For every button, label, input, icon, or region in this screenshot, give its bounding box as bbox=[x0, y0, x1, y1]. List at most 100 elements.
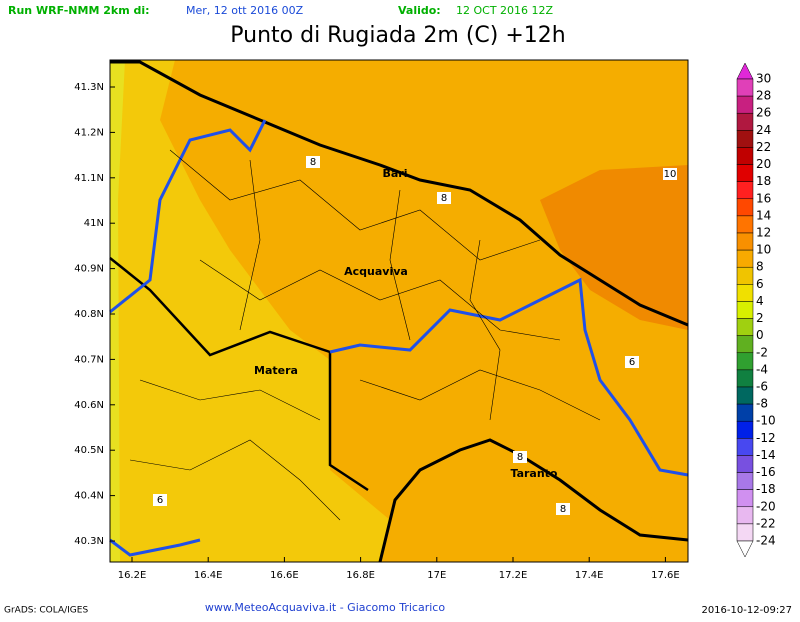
contour-label-bg bbox=[625, 356, 639, 368]
region-border bbox=[109, 257, 369, 492]
colorbar-box bbox=[736, 335, 754, 354]
lat-label: 40.9N bbox=[74, 264, 104, 275]
lat-label: 40.6N bbox=[74, 400, 104, 411]
footer-left: GrADS: COLA/IGES bbox=[4, 606, 88, 616]
colorbar-label: -6 bbox=[756, 380, 768, 394]
contour-label-bg bbox=[556, 503, 570, 515]
sea-gulf bbox=[380, 440, 688, 562]
colorbar-label: 14 bbox=[756, 208, 771, 222]
labels: 41.3N 41.2N 41.1N 41N 40.9N 40.8N 40.7N 40.6N 40… bbox=[74, 82, 679, 581]
lat-label: 41.3N bbox=[74, 82, 104, 93]
colorbar-label: -10 bbox=[756, 414, 776, 428]
lon-label: 17.6E bbox=[651, 570, 680, 581]
municipal-borders bbox=[129, 149, 601, 521]
colorbar-box bbox=[736, 301, 754, 319]
colorbar-label: 6 bbox=[756, 277, 764, 291]
colorbar-label: -20 bbox=[756, 499, 776, 513]
colorbar-box bbox=[736, 249, 754, 268]
colorbar-label: 24 bbox=[756, 123, 771, 137]
colorbar-label: -4 bbox=[756, 362, 768, 376]
colorbar-box bbox=[736, 489, 754, 508]
colorbar-box bbox=[736, 284, 754, 302]
contour-label-bg bbox=[153, 494, 167, 506]
footer-center: www.MeteoAcquaviva.it - Giacomo Tricaric… bbox=[205, 601, 445, 614]
contour-label-bg bbox=[663, 168, 677, 180]
contour-label-bg bbox=[306, 156, 320, 168]
lon-label: 16.4E bbox=[194, 570, 223, 581]
colorbar-box bbox=[736, 523, 754, 542]
colorbar-bottom bbox=[736, 540, 754, 558]
colorbar-box bbox=[736, 352, 754, 371]
contour-label: 8 bbox=[560, 504, 566, 515]
contour-label: 10 bbox=[664, 169, 677, 180]
colorbar-top bbox=[736, 62, 754, 80]
colorbar-box bbox=[736, 232, 754, 251]
colorbar-label: -18 bbox=[756, 482, 776, 496]
colorbar-label: -8 bbox=[756, 397, 768, 411]
field-darkorange bbox=[540, 165, 688, 330]
place-label: Bari bbox=[382, 167, 407, 180]
colorbar-label: -24 bbox=[756, 534, 776, 548]
colorbar-box bbox=[736, 403, 754, 422]
colorbar-box bbox=[736, 318, 754, 336]
colorbar-box bbox=[736, 369, 754, 388]
colorbar-box bbox=[736, 438, 754, 456]
lon-label: 16.6E bbox=[270, 570, 299, 581]
footer-right: 2016-10-12-09:27 bbox=[701, 605, 792, 616]
colorbar-box bbox=[736, 164, 754, 182]
province-border bbox=[109, 538, 201, 557]
contour-label-bg bbox=[437, 192, 451, 204]
map-title: Punto di Rugiada 2m (C) +12h bbox=[230, 23, 565, 48]
lat-label: 40.8N bbox=[74, 309, 104, 320]
place-label: Matera bbox=[254, 364, 298, 377]
province-border bbox=[329, 277, 689, 477]
lat-label: 40.5N bbox=[74, 445, 104, 456]
colorbar: 302826242220181614121086420-2-4-6-8-10-1… bbox=[736, 62, 776, 558]
colorbar-label: 2 bbox=[756, 311, 764, 325]
colorbar-label: 10 bbox=[756, 243, 771, 257]
contour-label: 6 bbox=[157, 495, 163, 506]
colorbar-label: 18 bbox=[756, 174, 771, 188]
valid-date: 12 OCT 2016 12Z bbox=[456, 4, 554, 17]
colorbar-box bbox=[736, 198, 754, 217]
place-label: Acquaviva bbox=[344, 265, 408, 278]
colorbar-box bbox=[736, 266, 754, 285]
run-date: Mer, 12 ott 2016 00Z bbox=[186, 4, 304, 17]
coast-ionian bbox=[378, 438, 689, 563]
contour-label: 8 bbox=[517, 452, 523, 463]
colorbar-label: 28 bbox=[756, 89, 771, 103]
colorbar-label: 12 bbox=[756, 226, 771, 240]
colorbar-label: 22 bbox=[756, 140, 771, 154]
contour-label-bg bbox=[513, 451, 527, 463]
colorbar-box bbox=[736, 181, 754, 200]
colorbar-box bbox=[736, 215, 754, 234]
colorbar-label: 4 bbox=[756, 294, 764, 308]
colorbar-label: 30 bbox=[756, 72, 771, 86]
colorbar-box bbox=[736, 506, 754, 525]
colorbar-box bbox=[736, 112, 754, 131]
colorbar-label: -22 bbox=[756, 516, 776, 530]
colorbar-box bbox=[736, 78, 754, 97]
lat-label: 41.1N bbox=[74, 173, 104, 184]
colorbar-label: 16 bbox=[756, 191, 771, 205]
place-label: Taranto bbox=[510, 467, 557, 480]
lon-label: 16.8E bbox=[346, 570, 375, 581]
colorbar-label: 0 bbox=[756, 328, 764, 342]
colorbar-label: 20 bbox=[756, 157, 771, 171]
colorbar-label: 26 bbox=[756, 106, 771, 120]
colorbar-label: -12 bbox=[756, 431, 776, 445]
field-yellow bbox=[110, 60, 390, 562]
colorbar-box bbox=[736, 386, 754, 405]
colorbar-box bbox=[736, 420, 754, 439]
coast-adriatic bbox=[110, 60, 689, 327]
colorbar-box bbox=[736, 455, 754, 473]
lat-label: 40.7N bbox=[74, 354, 104, 365]
colorbar-label: -2 bbox=[756, 345, 768, 359]
run-label: Run WRF-NMM 2km di: bbox=[8, 4, 150, 17]
lon-label: 17.4E bbox=[575, 570, 604, 581]
colorbar-box bbox=[736, 95, 754, 114]
colorbar-label: -16 bbox=[756, 465, 776, 479]
lon-label: 16.2E bbox=[118, 570, 147, 581]
lon-label: 17E bbox=[427, 570, 446, 581]
